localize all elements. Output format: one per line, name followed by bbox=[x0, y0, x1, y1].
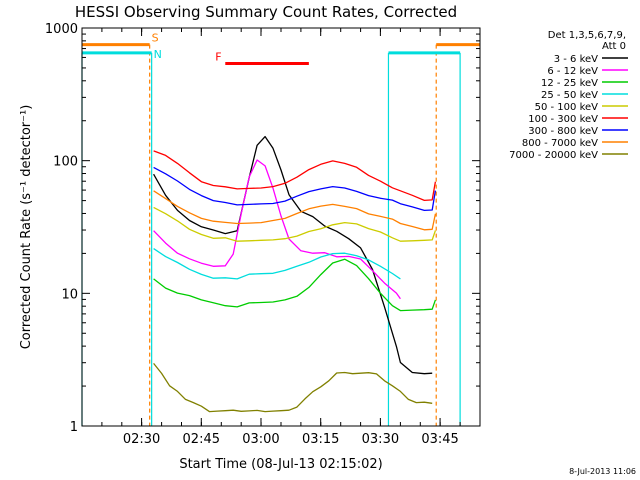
legend-label-100-300-kev: 100 - 300 keV bbox=[528, 114, 598, 125]
x-tick-label: 03:15 bbox=[302, 432, 339, 447]
y-tick-label: 1000 bbox=[45, 22, 78, 37]
series-100-300-kev-line bbox=[153, 150, 437, 202]
timestamp: 8-Jul-2013 11:06 bbox=[569, 467, 636, 476]
x-tick-label: 03:30 bbox=[362, 432, 399, 447]
x-tick-label: 03:00 bbox=[242, 432, 279, 447]
x-tick-label: 03:45 bbox=[421, 432, 458, 447]
flag-f-label: F bbox=[215, 51, 221, 64]
chart-title: HESSI Observing Summary Count Rates, Cor… bbox=[75, 3, 457, 21]
flag-bars: SN F bbox=[81, 32, 480, 426]
legend-label-12-25-kev: 12 - 25 keV bbox=[541, 78, 598, 89]
series-300-800-kev-line bbox=[153, 166, 437, 212]
series-25-50-kev-line bbox=[153, 248, 401, 280]
legend-header: Att 0 bbox=[602, 41, 626, 52]
legend-label-50-100-kev: 50 - 100 keV bbox=[535, 102, 599, 113]
axes: 02:30 02:45 03:00 03:15 03:30 03:45 1 10 100 1000 bbox=[45, 22, 481, 447]
series-800-7000-kev-line bbox=[153, 190, 437, 231]
series-lines bbox=[153, 135, 437, 413]
flag-s-label: S bbox=[152, 32, 159, 45]
series-7000-20000-kev-line bbox=[153, 362, 433, 413]
legend-label-3-6-kev: 3 - 6 keV bbox=[554, 54, 598, 65]
legend-label-7000-20000-kev: 7000 - 20000 keV bbox=[509, 150, 598, 161]
y-tick-label: 100 bbox=[53, 155, 78, 170]
series-12-25-kev-line bbox=[153, 258, 437, 312]
y-tick-label: 1 bbox=[70, 420, 78, 435]
y-axis-label: Corrected Count Rate (s⁻¹ detector⁻¹) bbox=[19, 105, 34, 350]
y-tick-label: 10 bbox=[61, 287, 78, 302]
legend-label-300-800-kev: 300 - 800 keV bbox=[528, 126, 598, 137]
x-axis-label: Start Time (08-Jul-13 02:15:02) bbox=[179, 457, 382, 472]
legend-header: Det 1,3,5,6,7,9, bbox=[548, 30, 626, 41]
flag-n-label: N bbox=[154, 48, 162, 61]
legend-label-6-12-kev: 6 - 12 keV bbox=[547, 66, 598, 77]
series-50-100-kev-line bbox=[153, 206, 437, 242]
series-6-12-kev-line bbox=[153, 159, 401, 300]
legend-label-25-50-kev: 25 - 50 keV bbox=[541, 90, 598, 101]
x-tick-label: 02:30 bbox=[123, 432, 160, 447]
legend-label-800-7000-kev: 800 - 7000 keV bbox=[522, 138, 598, 149]
series-3-6-kev-line bbox=[153, 135, 433, 375]
x-tick-label: 02:45 bbox=[183, 432, 220, 447]
plot-frame bbox=[81, 27, 481, 427]
